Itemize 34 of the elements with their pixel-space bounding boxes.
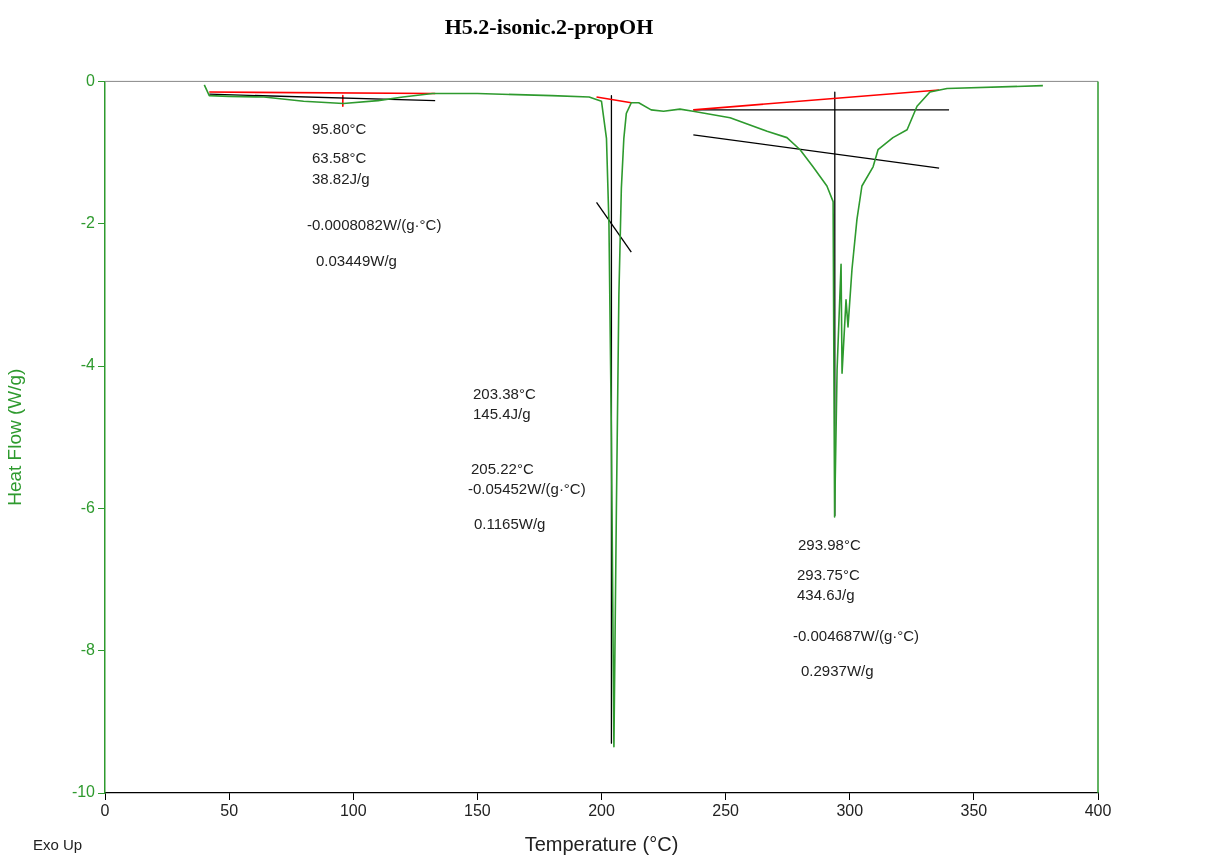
annotation: 203.38°C: [473, 385, 536, 403]
annotation: 95.80°C: [312, 120, 367, 138]
chart-title: H5.2-isonic.2-propOH: [444, 13, 654, 39]
x-tick-label: 150: [464, 802, 491, 820]
text: Exo Up: [33, 836, 83, 854]
x-tick-label: 0: [100, 802, 110, 820]
x-tick-label: 50: [220, 802, 239, 820]
annotation: 0.2937W/g: [801, 662, 874, 680]
annotation: -0.004687W/(g·°C): [793, 627, 920, 645]
x-tick-label: 400: [1084, 802, 1112, 820]
y-tick-label: -4: [80, 356, 96, 374]
annotation: 0.03449W/g: [316, 252, 397, 270]
y-tick-label: 0: [86, 71, 96, 89]
annotation: 205.22°C: [471, 460, 534, 478]
y-tick-label: -10: [71, 783, 96, 801]
annotation: 0.1165W/g: [474, 515, 546, 533]
x-tick-label: 200: [588, 802, 615, 820]
x-tick-label: 100: [339, 802, 367, 820]
annotation: 293.98°C: [798, 536, 861, 554]
x-tick-label: 300: [836, 802, 864, 820]
annotation: 63.58°C: [312, 149, 367, 167]
x-tick-label: 250: [712, 802, 740, 820]
y-tick-label: -2: [80, 214, 96, 232]
y-axis-title: Heat Flow (W/g): [3, 368, 25, 506]
annotation: 434.6J/g: [797, 586, 855, 604]
y-tick-label: -8: [80, 641, 96, 659]
x-tick-label: 350: [960, 802, 988, 820]
annotation: 38.82J/g: [312, 170, 370, 188]
annotation: -0.0008082W/(g·°C): [307, 216, 442, 234]
annotation: 293.75°C: [797, 566, 860, 584]
y-tick-label: -6: [80, 498, 96, 516]
annotation: 145.4J/g: [473, 405, 531, 423]
annotation: -0.05452W/(g·°C): [468, 480, 586, 498]
x-axis-title: Temperature (°C): [524, 832, 679, 855]
